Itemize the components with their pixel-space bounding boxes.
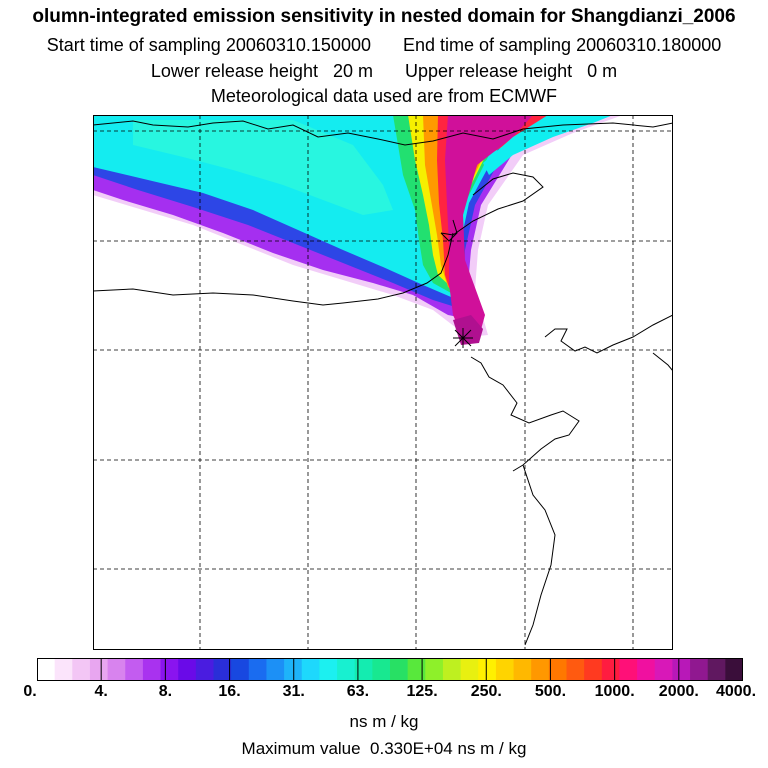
colorbar-cell <box>531 658 550 681</box>
colorbar-cell <box>107 658 126 681</box>
end-time-label: End time of sampling <box>402 35 572 55</box>
colorbar-tick-label: 16. <box>218 683 241 700</box>
colorbar-cell <box>372 658 391 681</box>
coastline-korea-south <box>522 464 556 646</box>
colorbar-cell <box>584 658 603 681</box>
end-time: End time of sampling 20060310.180000 <box>403 34 721 56</box>
colorbar-tick-label: 1000. <box>594 683 635 700</box>
colorbar-cell <box>72 658 91 681</box>
colorbar-cells <box>37 658 743 681</box>
colorbar-cell <box>495 658 515 681</box>
maximum-value: Maximum value 0.330E+04 ns m / kg <box>0 739 768 759</box>
colorbar-cell <box>672 658 691 681</box>
colorbar-cell <box>619 658 638 681</box>
lower-release-label: Lower release height <box>150 61 318 81</box>
colorbar-tick-label: 31. <box>282 683 305 700</box>
coastlines <box>93 120 673 646</box>
max-value-number: 0.330E+04 ns m / kg <box>370 739 527 758</box>
lower-release-height: Lower release height 20 m <box>151 60 373 82</box>
sensitivity-map <box>93 115 673 650</box>
colorbar-cell <box>707 658 726 681</box>
colorbar-tick-label: 500. <box>534 683 567 700</box>
colorbar-cell <box>390 658 409 681</box>
colorbar-tick-label: 4000. <box>715 683 757 700</box>
colorbar-cell <box>89 658 109 681</box>
colorbar-cell <box>337 658 356 681</box>
colorbar-cell <box>637 658 656 681</box>
coastline-gulf <box>440 172 544 236</box>
plume-deep-magenta <box>445 115 533 337</box>
end-time-value: 20060310.180000 <box>576 35 722 55</box>
colorbar-tick-label: 63. <box>346 683 370 700</box>
colorbar-cell <box>407 658 426 681</box>
colorbar-cell <box>725 658 743 681</box>
colorbar-cell <box>690 658 709 681</box>
border-korea <box>470 356 580 472</box>
start-time-label: Start time of sampling <box>46 35 221 55</box>
colorbar-cell <box>54 658 73 681</box>
coastline-east <box>544 314 673 354</box>
colorbar-cell <box>213 658 232 681</box>
colorbar-cell <box>460 658 479 681</box>
colorbar <box>37 658 743 681</box>
colorbar-tick-label: 4. <box>94 683 108 700</box>
colorbar-frame <box>37 658 743 681</box>
coastline-north <box>93 120 673 146</box>
colorbar-cell <box>231 658 250 681</box>
colorbar-cell <box>37 658 56 681</box>
colorbar-cell <box>478 658 497 681</box>
met-data-note: Meteorological data used are from ECMWF <box>210 86 558 106</box>
colorbar-cell <box>513 658 532 681</box>
colorbar-tick-label: 2000. <box>658 683 699 700</box>
colorbar-cell <box>142 658 162 681</box>
colorbar-cell <box>566 658 585 681</box>
colorbar-tick-label: 125. <box>406 683 438 700</box>
colorbar-cell <box>178 658 197 681</box>
lower-release-value: 20 m <box>332 61 373 81</box>
colorbar-cell <box>125 658 144 681</box>
colorbar-cell <box>442 658 462 681</box>
upper-release-label: Upper release height <box>405 61 573 81</box>
upper-release-height: Upper release height 0 m <box>405 60 617 82</box>
colorbar-tick-label: 250. <box>470 683 502 700</box>
coastline-bay <box>93 232 454 306</box>
colorbar-cell <box>354 658 373 681</box>
map-frame <box>93 115 673 650</box>
lat-lon-grid <box>93 115 673 650</box>
coastline-far-east <box>652 352 673 372</box>
colorbar-cell <box>266 658 285 681</box>
colorbar-tick-label: 8. <box>158 683 173 700</box>
sensitivity-field <box>93 115 623 345</box>
colorbar-cell <box>195 658 215 681</box>
colorbar-cell <box>160 658 179 681</box>
colorbar-cell <box>425 658 444 681</box>
plume-cyan-light <box>133 120 393 215</box>
colorbar-cell <box>654 658 673 681</box>
max-value-label: Maximum value <box>241 739 361 758</box>
upper-release-value: 0 m <box>587 61 618 81</box>
start-time: Start time of sampling 20060310.150000 <box>47 34 371 56</box>
colorbar-cell <box>248 658 268 681</box>
colorbar-cell <box>284 658 303 681</box>
colorbar-cell <box>601 658 621 681</box>
sampling-times: Start time of sampling 20060310.150000 En… <box>0 34 768 56</box>
coastline-peninsula <box>440 219 458 242</box>
colorbar-units: ns m / kg <box>349 712 419 731</box>
colorbar-cell <box>548 658 568 681</box>
colorbar-cell <box>319 658 338 681</box>
plot-title: olumn-integrated emission sensitivity in… <box>32 6 736 27</box>
colorbar-cell <box>301 658 320 681</box>
colorbar-tick-label: 0. <box>23 683 37 700</box>
release-heights: Lower release height 20 m Upper release h… <box>0 60 768 82</box>
start-time-value: 20060310.150000 <box>225 35 371 55</box>
receptor-star-marker <box>453 328 473 348</box>
